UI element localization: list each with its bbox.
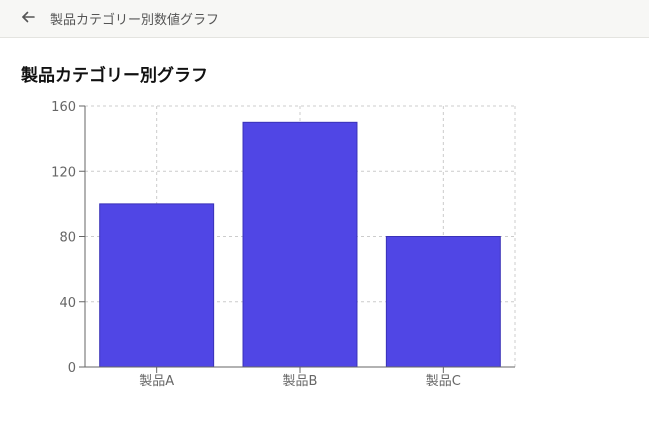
bar-3[interactable] — [385, 236, 501, 368]
x-tick-label: 製品C — [426, 374, 461, 389]
top-bar: 製品カテゴリー別数値グラフ — [0, 0, 649, 38]
chart-labels: 0 40 80 120 160 製品A 製品B 製品C — [51, 100, 461, 389]
x-tick-label: 製品B — [283, 374, 318, 389]
y-tick-label: 80 — [59, 231, 76, 246]
arrow-left-icon — [22, 11, 35, 23]
y-tick-label: 160 — [51, 100, 76, 115]
chart-axes — [79, 105, 515, 373]
y-tick-label: 40 — [59, 296, 76, 311]
bar-1[interactable] — [99, 203, 215, 368]
chart-bars — [99, 121, 501, 368]
back-button[interactable] — [18, 7, 40, 29]
header-title: 製品カテゴリー別数値グラフ — [50, 13, 220, 28]
page-title: 製品カテゴリー別グラフ — [21, 66, 208, 86]
bar-2[interactable] — [242, 121, 358, 368]
x-tick-label: 製品A — [139, 374, 174, 389]
y-tick-label: 0 — [68, 361, 76, 376]
y-tick-label: 120 — [51, 165, 76, 180]
